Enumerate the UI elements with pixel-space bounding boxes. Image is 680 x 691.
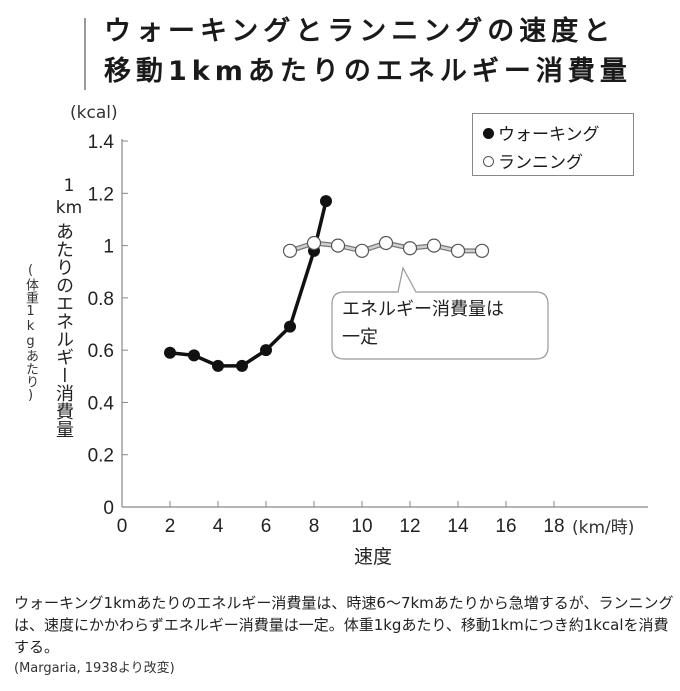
walking-point	[284, 320, 296, 333]
legend-label-walking: ウォーキング	[498, 125, 600, 145]
caption-source: (Margaria, 1938より改変)	[14, 661, 175, 676]
chart-title-line2: 移動1kmあたりのエネルギー消費量	[104, 56, 632, 87]
running-point	[354, 243, 370, 258]
x-tick-label: 0	[117, 516, 128, 537]
y-axis-label-number: 1	[63, 176, 75, 196]
legend-item-running: ランニング	[483, 148, 583, 173]
walking-line	[169, 200, 328, 368]
running-point	[450, 243, 466, 258]
chart-title: ウォーキングとランニングの速度と 移動1kmあたりのエネルギー消費量	[104, 12, 632, 92]
x-axis-label: 速度	[354, 546, 393, 568]
running-point	[402, 241, 418, 256]
open-circle-icon	[483, 156, 494, 167]
y-axis-unit: (kcal)	[70, 103, 118, 123]
chart-title-line1: ウォーキングとランニングの速度と	[104, 16, 616, 47]
figure-caption: ウォーキング1kmあたりのエネルギー消費量は、時速6～7kmあたりから急増するが…	[14, 592, 674, 680]
y-tick-label: 0.6	[88, 341, 114, 362]
y-tick-label: 1.4	[88, 132, 115, 153]
filled-circle-icon	[483, 128, 494, 139]
x-tick-label: 14	[447, 516, 469, 537]
y-tick-label: 0.8	[88, 289, 114, 310]
x-axis-unit: (km/時)	[572, 518, 635, 538]
running-point	[474, 243, 490, 258]
caption-text: ウォーキング1kmあたりのエネルギー消費量は、時速6～7kmあたりから急増するが…	[14, 594, 674, 656]
y-tick-label: 1	[103, 237, 114, 258]
walking-point	[212, 359, 224, 372]
x-tick-label: 12	[399, 516, 420, 537]
walking-point	[164, 346, 176, 359]
walking-point	[236, 359, 248, 372]
x-tick-label: 16	[495, 516, 516, 537]
annotation-line1: エネルギー消費量は	[342, 299, 504, 320]
annotation-bubble	[331, 266, 549, 360]
running-point	[426, 238, 442, 253]
x-tick-label: 18	[543, 516, 564, 537]
legend-item-walking: ウォーキング	[483, 120, 600, 145]
y-tick-label: 0	[103, 498, 114, 519]
x-tick-label: 8	[309, 516, 320, 537]
x-tick-label: 10	[351, 516, 372, 537]
running-point	[378, 235, 394, 251]
walking-point	[260, 344, 272, 357]
annotation-line2: 一定	[342, 327, 378, 348]
x-tick-label: 4	[213, 516, 224, 537]
x-tick-label: 2	[165, 516, 176, 537]
running-point	[306, 235, 322, 251]
running-point	[282, 243, 298, 258]
running-point	[330, 238, 346, 253]
legend-label-running: ランニング	[498, 153, 583, 173]
y-axis-label: あたりのエネルギー消費量	[53, 222, 74, 438]
annotation-text: エネルギー消費量は 一定	[342, 296, 542, 352]
y-tick-label: 0.4	[88, 393, 115, 414]
y-tick-label: 1.2	[88, 184, 114, 205]
x-tick-label: 6	[261, 516, 272, 537]
y-axis-label-km: km	[55, 198, 83, 218]
title-accent-bar	[84, 18, 86, 90]
legend: ウォーキング ランニング	[472, 113, 634, 176]
walking-point	[320, 195, 332, 208]
y-tick-label: 0.2	[88, 446, 114, 467]
y-axis-sublabel: (体重1kgあたり)	[23, 263, 38, 403]
walking-point	[188, 349, 200, 362]
